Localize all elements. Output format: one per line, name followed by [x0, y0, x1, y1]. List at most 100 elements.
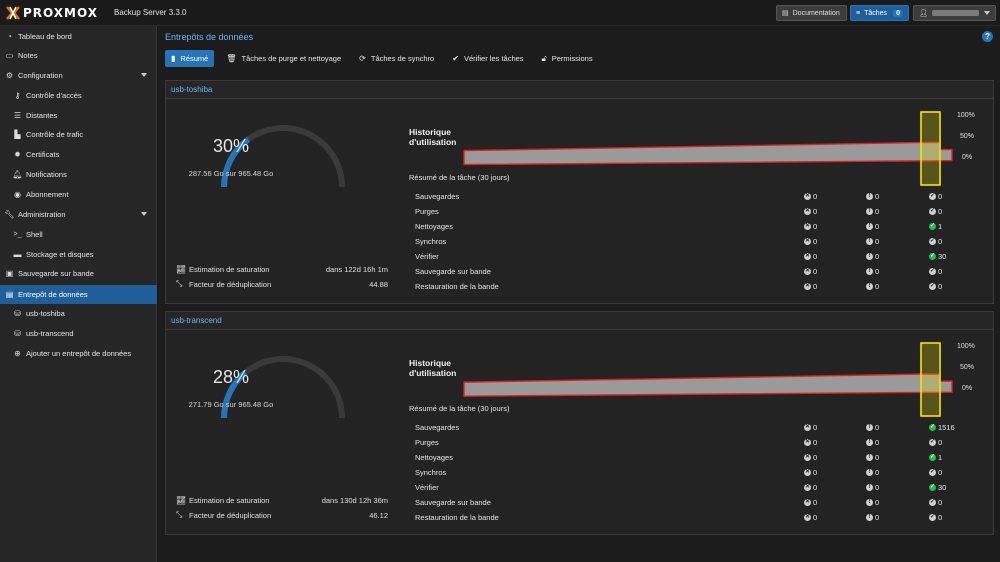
book-icon: ▮: [171, 54, 176, 63]
task-type-label: Synchros: [415, 468, 447, 477]
sidebar-item-add-datastore[interactable]: ⊕ Ajouter un entrepôt de données: [14, 349, 132, 358]
tab-prune-gc[interactable]: 🗑︎ Tâches de purge et nettoyage: [226, 54, 342, 63]
task-count-error[interactable]: ✕ 0: [804, 468, 818, 477]
datastore-name[interactable]: usb-transcend: [171, 316, 222, 325]
proxmox-logo[interactable]: PROXMOX: [6, 6, 98, 20]
tab-permissions[interactable]: 🔓︎ Permissions: [541, 53, 593, 64]
user-menu-button[interactable]: 👤︎: [913, 5, 996, 21]
sidebar-item-administration[interactable]: 🔧︎ Administration: [0, 205, 157, 224]
sidebar-item-shell[interactable]: >_ Shell: [13, 230, 43, 239]
task-count-warning[interactable]: ! 0: [866, 267, 879, 276]
sidebar-item-notifications[interactable]: 🔔︎ Notifications: [12, 170, 67, 179]
task-count-ok[interactable]: ✓ 1: [929, 222, 943, 231]
info-icon: !: [866, 253, 873, 260]
sidebar-item-tape-backup[interactable]: ▣ Sauvegarde sur bande: [5, 269, 94, 278]
task-count-warning[interactable]: ! 0: [866, 282, 879, 291]
task-count-ok[interactable]: ✓ 0: [929, 498, 943, 507]
sidebar-item-usb-toshiba[interactable]: ⛁ usb-toshiba: [14, 309, 65, 318]
saturation-row: 📈︎ Estimation de saturation dans 122d 16…: [176, 264, 388, 274]
task-row: Nettoyages ✕ 0 ! 0 ✓ 1: [415, 450, 975, 465]
usage-text: 271.79 Go sur 965.48 Go: [188, 400, 274, 409]
help-icon[interactable]: ?: [982, 31, 993, 42]
support-icon: ◉: [14, 190, 21, 199]
ok-icon: ✓: [929, 208, 936, 215]
tasks-button[interactable]: ≡ Tâches 0: [850, 5, 909, 21]
task-count-ok[interactable]: ✓ 30: [929, 483, 947, 492]
task-count-error[interactable]: ✕ 0: [804, 453, 818, 462]
task-count-warning[interactable]: ! 0: [866, 207, 879, 216]
error-icon: ✕: [804, 283, 811, 290]
task-count-error[interactable]: ✕ 0: [804, 282, 818, 291]
task-count-ok[interactable]: ✓ 0: [929, 513, 943, 522]
task-count-ok[interactable]: ✓ 0: [929, 192, 943, 201]
dedup-row: ⤡ Facteur de déduplication 46.12: [176, 510, 388, 520]
datastore-header[interactable]: usb-toshiba: [166, 81, 993, 99]
sidebar-item-traffic-control[interactable]: ▙ Contrôle de trafic: [14, 130, 84, 139]
task-count-error[interactable]: ✕ 0: [804, 207, 818, 216]
sidebar-item-certificates[interactable]: ✹ Certificats: [14, 150, 60, 159]
task-count-ok[interactable]: ✓ 30: [929, 252, 947, 261]
tab-summary[interactable]: ▮ Résumé: [165, 50, 215, 67]
task-count-ok[interactable]: ✓ 0: [929, 438, 943, 447]
sidebar-item-access-control[interactable]: ⚷ Contrôle d'accès: [14, 91, 82, 100]
compress-icon: ⤡: [176, 510, 183, 519]
task-count-warning[interactable]: ! 0: [866, 222, 879, 231]
error-icon: ✕: [804, 208, 811, 215]
task-count-warning[interactable]: ! 0: [866, 192, 879, 201]
page-title: Entrepôts de données: [165, 32, 254, 42]
unlock-icon: 🔓︎: [541, 53, 547, 63]
task-count-error[interactable]: ✕ 0: [804, 498, 818, 507]
task-count-error[interactable]: ✕ 0: [804, 192, 818, 201]
sidebar-item-subscription[interactable]: ◉ Abonnement: [14, 190, 69, 199]
sidebar-item-storage-disks[interactable]: ▬ Stockage et disques: [13, 250, 94, 259]
y-tick-50: 50%: [960, 364, 975, 371]
task-count-warning[interactable]: ! 0: [866, 483, 879, 492]
task-count-error[interactable]: ✕ 0: [804, 438, 818, 447]
tab-sync-jobs[interactable]: ⟳ Tâches de synchro: [359, 54, 435, 63]
task-count-error[interactable]: ✕ 0: [804, 237, 818, 246]
task-count-warning[interactable]: ! 0: [866, 498, 879, 507]
task-type-label: Purges: [415, 438, 439, 447]
task-count-error[interactable]: ✕ 0: [804, 423, 818, 432]
task-count-ok[interactable]: ✓ 1516: [929, 423, 955, 432]
line-chart-icon: 📈︎: [176, 264, 187, 274]
task-count-warning[interactable]: ! 0: [866, 423, 879, 432]
task-count-ok[interactable]: ✓ 1: [929, 453, 943, 462]
task-count-warning[interactable]: ! 0: [866, 468, 879, 477]
task-count-error[interactable]: ✕ 0: [804, 267, 818, 276]
task-count-error[interactable]: ✕ 0: [804, 513, 818, 522]
ok-icon: ✓: [929, 514, 936, 521]
ok-icon: ✓: [929, 283, 936, 290]
sidebar-item-usb-transcend[interactable]: ⛁ usb-transcend: [14, 329, 74, 338]
datastore-header[interactable]: usb-transcend: [166, 312, 993, 330]
task-count-ok[interactable]: ✓ 0: [929, 207, 943, 216]
datastore-name[interactable]: usb-toshiba: [171, 85, 213, 94]
tab-verify-jobs[interactable]: ✔ Vérifier les tâches: [452, 54, 524, 63]
documentation-button[interactable]: ▤ Documentation: [776, 5, 847, 21]
task-count-error[interactable]: ✕ 0: [804, 252, 818, 261]
certificate-icon: ✹: [14, 150, 21, 159]
info-icon: !: [866, 514, 873, 521]
chevron-down-icon[interactable]: [141, 73, 147, 77]
sidebar-item-remotes[interactable]: ☰ Distantes: [13, 111, 58, 120]
task-count-warning[interactable]: ! 0: [866, 453, 879, 462]
chevron-down-icon[interactable]: [141, 212, 147, 216]
sidebar-item-configuration[interactable]: ⚙ Configuration: [0, 66, 157, 85]
task-count-warning[interactable]: ! 0: [866, 513, 879, 522]
task-type-label: Sauvegardes: [415, 192, 460, 201]
error-icon: ✕: [804, 469, 811, 476]
task-count-ok[interactable]: ✓ 0: [929, 282, 943, 291]
task-count-warning[interactable]: ! 0: [866, 438, 879, 447]
task-count-warning[interactable]: ! 0: [866, 252, 879, 261]
history-selection: [920, 342, 941, 417]
saturation-value: dans 130d 12h 36m: [321, 495, 388, 505]
task-count-error[interactable]: ✕ 0: [804, 483, 818, 492]
sidebar-item-datastore[interactable]: ▤ Entrepôt de données: [0, 285, 157, 304]
task-count-error[interactable]: ✕ 0: [804, 222, 818, 231]
task-count-ok[interactable]: ✓ 0: [929, 237, 943, 246]
sidebar-item-dashboard[interactable]: ◔ Tableau de bord: [0, 27, 157, 46]
task-count-ok[interactable]: ✓ 0: [929, 468, 943, 477]
task-count-warning[interactable]: ! 0: [866, 237, 879, 246]
sidebar-item-notes[interactable]: ▭ Notes: [5, 51, 38, 60]
task-count-ok[interactable]: ✓ 0: [929, 267, 943, 276]
